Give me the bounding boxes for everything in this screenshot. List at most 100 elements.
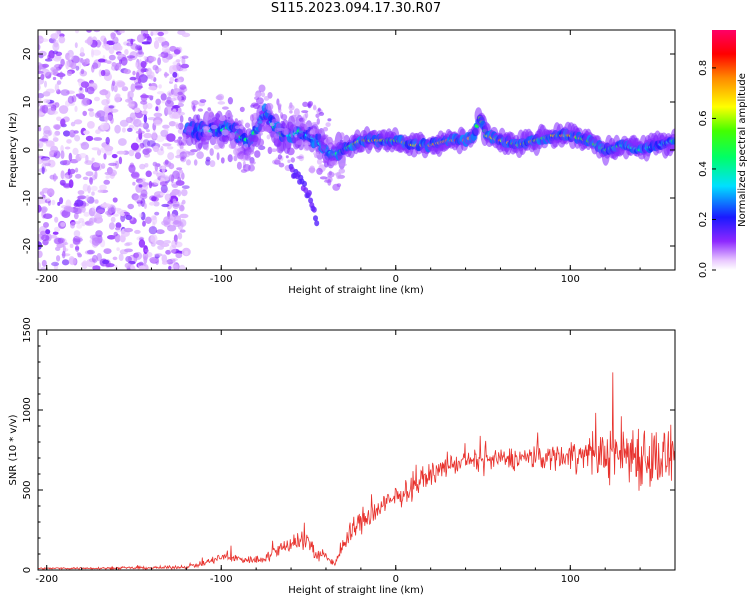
spectrogram-branch-cell — [303, 187, 309, 194]
spectrogram-noise-cell — [43, 222, 49, 228]
spectrogram-noise-cell — [78, 57, 82, 63]
spectrogram-noise-cell — [137, 77, 142, 84]
spectrogram-noise-cell — [139, 237, 144, 241]
spectrogram-noise-cell — [103, 153, 107, 160]
spectrogram-noise-cell — [149, 256, 159, 263]
spectrogram-noise-cell — [125, 98, 133, 103]
spectrogram-scatter-cell — [254, 150, 261, 158]
spectrogram-noise-cell — [108, 162, 117, 166]
spectrogram-scatter-cell — [193, 159, 198, 166]
spectrogram-noise-cell — [60, 222, 66, 227]
spectrogram-noise-cell — [112, 256, 118, 261]
spectrogram-noise-cell — [124, 242, 131, 247]
spectrogram-noise-cell — [153, 112, 163, 118]
spectrogram-noise-cell — [180, 63, 189, 69]
spectrogram-scatter-cell — [330, 160, 338, 166]
spectrogram-noise-cell — [172, 259, 176, 263]
spectrogram-noise-cell — [108, 222, 115, 230]
spectrogram-noise-cell — [148, 180, 153, 189]
spectrogram-noise-cell — [128, 164, 136, 173]
spectrogram-noise-cell — [177, 232, 183, 240]
spectrogram-noise-cell — [72, 221, 81, 225]
x-tick-label: 100 — [561, 274, 580, 285]
spectrogram-scatter-cell — [267, 146, 273, 155]
spectrogram-noise-cell — [82, 110, 87, 117]
spectrogram-noise-cell — [150, 30, 160, 36]
spectrogram-noise-cell — [129, 76, 137, 81]
spectrogram-noise-cell — [87, 185, 91, 194]
spectrogram-noise-cell — [134, 61, 139, 68]
spectrogram-noise-cell — [50, 145, 59, 153]
spectrogram-noise-cell — [170, 174, 174, 184]
spectrogram-noise-cell — [116, 62, 122, 71]
spectrogram-noise-cell — [142, 220, 146, 227]
spectrogram-noise-cell — [86, 86, 95, 95]
spectrogram-noise-cell — [176, 167, 183, 171]
spectrogram-noise-cell — [99, 184, 107, 191]
spectrogram-noise-cell — [49, 110, 59, 115]
spectrogram-scatter-cell — [176, 138, 181, 143]
spectrogram-noise-cell — [52, 231, 59, 235]
spectrogram-noise-cell — [148, 226, 158, 235]
spectrogram-noise-cell — [146, 102, 153, 110]
spectrogram-scatter-cell — [183, 151, 191, 158]
spectrogram-noise-cell — [38, 54, 44, 59]
spectrogram-scatter-cell — [321, 134, 329, 139]
spectrogram-scatter-cell — [242, 164, 251, 172]
spectrogram-noise-cell — [100, 122, 110, 131]
spectrogram-noise-cell — [128, 149, 135, 157]
spectrogram-noise-cell — [142, 181, 148, 188]
spectrogram-noise-cell — [160, 243, 170, 247]
spectrogram-noise-cell — [175, 59, 181, 63]
spectrogram-noise-cell — [91, 237, 101, 246]
spectrogram-noise-cell — [152, 215, 158, 225]
spectrogram-scatter-cell — [236, 147, 244, 152]
colorbar-label: Normalized spectral amplitude — [737, 73, 748, 227]
spectrogram-noise-cell — [60, 150, 65, 159]
spectrogram-noise-cell — [166, 133, 176, 142]
spectrogram-noise-cell — [114, 124, 121, 134]
spectrogram-noise-cell — [63, 130, 71, 137]
spectrogram-noise-cell — [74, 134, 81, 142]
spectrogram-scatter-cell — [276, 145, 281, 153]
spectrogram-scatter-cell — [214, 136, 218, 140]
spectrogram-noise-cell — [69, 159, 79, 164]
spectrogram-scatter-cell — [338, 168, 346, 174]
spectrogram-scatter-cell — [236, 152, 244, 160]
spectrogram-scatter-cell — [328, 170, 332, 176]
spectrogram-noise-cell — [130, 83, 136, 93]
spectrogram-scatter-cell — [217, 101, 226, 105]
spectrogram-noise-cell — [127, 103, 135, 107]
spectrogram-noise-cell — [39, 105, 45, 112]
spectrogram-noise-cell — [137, 202, 141, 207]
spectrogram-noise-cell — [54, 124, 61, 130]
spectrogram-scatter-cell — [237, 141, 242, 147]
spectrogram-noise-cell — [38, 126, 42, 132]
spectrogram-scatter-cell — [258, 145, 266, 151]
spectrogram-noise-cell — [128, 57, 133, 62]
spectrogram-noise-cell — [82, 183, 89, 192]
spectrogram-noise-cell — [94, 96, 100, 102]
spectrogram-scatter-cell — [313, 151, 320, 156]
spectrogram-noise-cell — [97, 189, 104, 193]
spectrogram-scatter-cell — [253, 114, 257, 121]
x-tick-label: 100 — [561, 574, 580, 585]
spectrogram-noise-cell — [74, 105, 78, 112]
spectrogram-scatter-cell — [179, 115, 184, 123]
spectrogram-scatter-cell — [314, 129, 323, 135]
spectrogram-noise-cell — [92, 49, 101, 56]
spectrogram-noise-cell — [118, 138, 127, 146]
spectrogram-noise-cell — [60, 89, 70, 96]
spectrogram-noise-cell — [127, 90, 134, 100]
spectrogram-scatter-cell — [200, 141, 209, 145]
colorbar: 0.0 0.2 0.4 0.6 0.8 Normalized spectral ampl… — [698, 30, 748, 278]
spectrogram-noise-cell — [113, 231, 118, 237]
spectrogram-scatter-cell — [200, 137, 207, 143]
spectrogram-noise-cell — [92, 174, 96, 181]
spectrogram-noise-cell — [82, 59, 87, 67]
spectrogram-y-ticks: -20 -10 0 10 20 — [22, 29, 675, 271]
spectrogram-noise-cell — [52, 55, 62, 62]
spectrogram-noise-cell — [169, 76, 175, 83]
spectrogram-x-label: Height of straight line (km) — [288, 285, 424, 296]
